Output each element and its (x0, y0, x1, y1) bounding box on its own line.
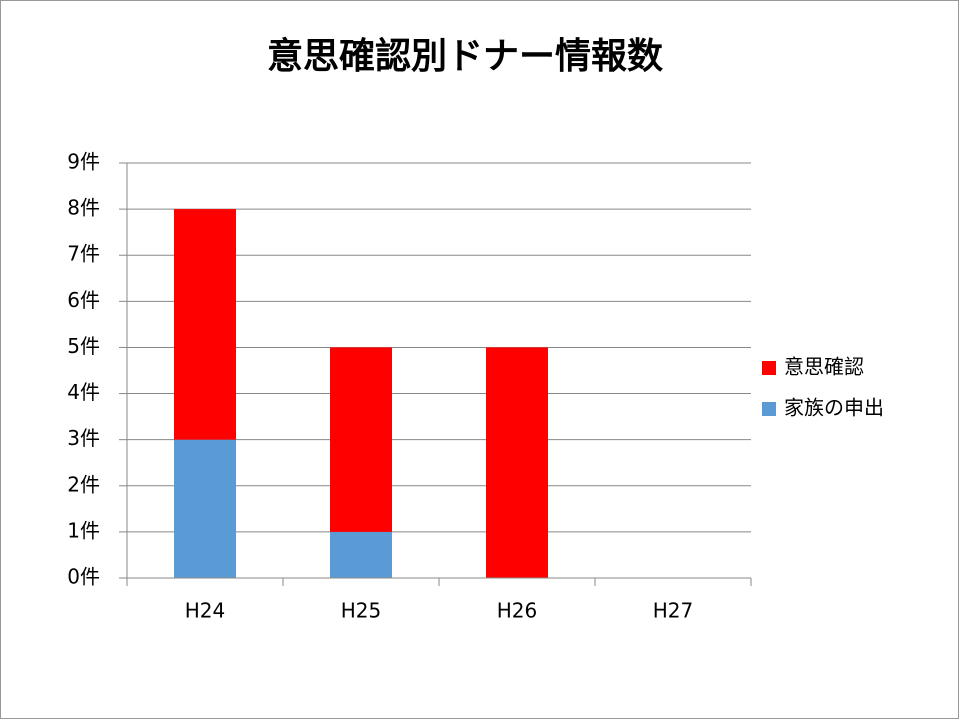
y-tick-label: 6件 (67, 288, 100, 312)
y-tick-label: 2件 (67, 472, 100, 496)
bar-segment (486, 347, 548, 578)
y-tick-label: 3件 (67, 426, 100, 450)
y-tick-label: 8件 (67, 196, 100, 220)
x-tick-label: H27 (653, 599, 694, 623)
legend-label: 意思確認 (784, 355, 864, 379)
bar-segment (330, 347, 392, 532)
legend-swatch (762, 361, 776, 375)
y-tick-label: 0件 (67, 565, 100, 589)
y-tick-label: 9件 (67, 150, 100, 174)
y-tick-label: 5件 (67, 334, 100, 358)
bar-segment (330, 531, 392, 578)
y-tick-label: 4件 (67, 380, 100, 404)
bar-segment (174, 209, 236, 440)
y-tick-label: 1件 (67, 518, 100, 542)
legend-swatch (762, 402, 776, 416)
bar-segment (174, 439, 236, 578)
x-tick-label: H25 (341, 599, 382, 623)
chart-title: 意思確認別ドナー情報数 (267, 36, 663, 77)
legend-label: 家族の申出 (784, 396, 884, 420)
x-tick-label: H24 (185, 599, 226, 623)
y-tick-label: 7件 (67, 242, 100, 266)
x-tick-label: H26 (497, 599, 538, 623)
